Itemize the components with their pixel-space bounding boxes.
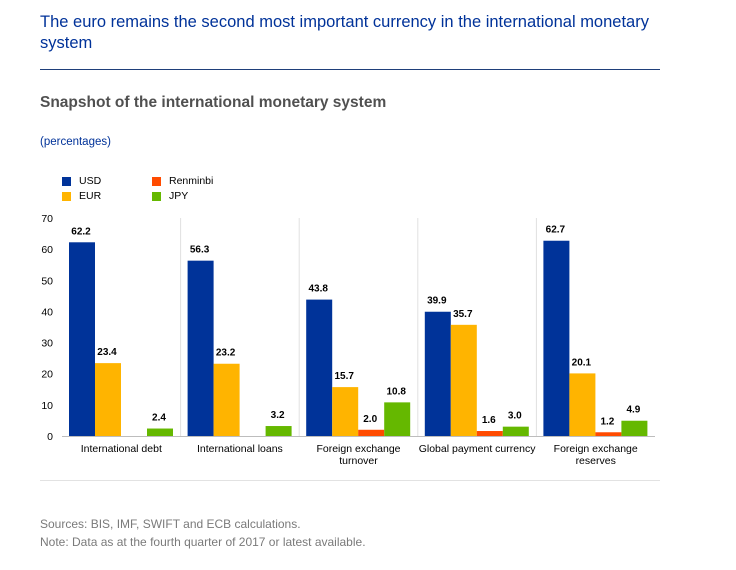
bar-value-label: 1.2 bbox=[600, 416, 614, 427]
x-tick-label: Global payment currency bbox=[419, 443, 536, 455]
data-note: Note: Data as at the fourth quarter of 2… bbox=[40, 535, 366, 549]
bar-value-label: 35.7 bbox=[453, 309, 473, 320]
x-tick-label: International loans bbox=[197, 443, 283, 455]
y-tick-label: 70 bbox=[41, 213, 53, 225]
bar-eur bbox=[569, 373, 596, 436]
bar-usd bbox=[306, 299, 333, 436]
x-tick-label: Foreign exchange bbox=[554, 443, 638, 455]
y-tick-label: 30 bbox=[41, 338, 53, 350]
bar-renminbi bbox=[358, 429, 385, 436]
bar-value-label: 10.8 bbox=[386, 386, 406, 397]
legend-label-jpy: JPY bbox=[169, 190, 189, 202]
bar-jpy bbox=[265, 426, 292, 436]
x-tick-label: turnover bbox=[339, 455, 378, 467]
bar-jpy bbox=[502, 426, 529, 436]
bar-jpy bbox=[384, 402, 411, 436]
legend-item-jpy: JPY bbox=[152, 190, 188, 202]
chart-title: Snapshot of the international monetary s… bbox=[40, 94, 387, 111]
bar-jpy bbox=[621, 420, 648, 436]
bar-value-label: 4.9 bbox=[626, 405, 640, 416]
bar-eur bbox=[450, 324, 477, 436]
source-note: Sources: BIS, IMF, SWIFT and ECB calcula… bbox=[40, 517, 301, 531]
bar-jpy bbox=[147, 428, 173, 436]
bar-value-label: 62.7 bbox=[546, 225, 566, 236]
legend-swatch-jpy bbox=[152, 191, 161, 201]
bar-usd bbox=[187, 260, 214, 436]
bar-renminbi bbox=[595, 432, 622, 436]
bar-eur bbox=[332, 387, 359, 436]
bar-value-label: 3.2 bbox=[271, 410, 285, 421]
bar-value-label: 3.0 bbox=[508, 411, 522, 422]
bar-usd bbox=[543, 240, 570, 436]
chart-legend: USD EUR Renminbi JPY bbox=[62, 175, 282, 209]
bar-usd bbox=[424, 311, 451, 436]
unit-label: (percentages) bbox=[40, 136, 111, 148]
y-tick-label: 40 bbox=[41, 306, 53, 318]
bar-value-label: 2.0 bbox=[363, 414, 377, 425]
x-tick-label: reserves bbox=[576, 455, 616, 467]
bar-value-label: 23.4 bbox=[97, 347, 117, 358]
bar-value-label: 2.4 bbox=[152, 413, 166, 424]
legend-label-usd: USD bbox=[79, 175, 102, 187]
y-tick-label: 20 bbox=[41, 369, 53, 381]
bar-eur bbox=[95, 363, 121, 436]
legend-swatch-eur bbox=[62, 191, 71, 201]
legend-item-eur: EUR bbox=[62, 190, 101, 202]
bar-value-label: 23.2 bbox=[216, 348, 236, 359]
bar-value-label: 20.1 bbox=[572, 357, 592, 368]
legend-label-renminbi: Renminbi bbox=[169, 175, 214, 187]
y-tick-label: 0 bbox=[47, 431, 53, 443]
bar-value-label: 43.8 bbox=[308, 284, 328, 295]
legend-label-eur: EUR bbox=[79, 190, 102, 202]
legend-item-renminbi: Renminbi bbox=[152, 175, 213, 187]
bar-renminbi bbox=[476, 431, 503, 436]
header-divider bbox=[40, 69, 660, 70]
footer-divider bbox=[40, 480, 660, 481]
bar-usd bbox=[69, 242, 95, 436]
x-tick-label: International debt bbox=[81, 443, 162, 455]
y-tick-label: 60 bbox=[41, 244, 53, 256]
bar-value-label: 1.6 bbox=[482, 415, 496, 426]
bar-value-label: 15.7 bbox=[334, 371, 354, 382]
legend-swatch-renminbi bbox=[152, 176, 161, 186]
bar-value-label: 39.9 bbox=[427, 296, 447, 307]
page-headline: The euro remains the second most importa… bbox=[40, 13, 649, 52]
y-tick-label: 50 bbox=[41, 275, 53, 287]
bar-value-label: 62.2 bbox=[71, 226, 91, 237]
x-tick-label: Foreign exchange bbox=[316, 443, 400, 455]
legend-item-usd: USD bbox=[62, 175, 101, 187]
y-tick-label: 10 bbox=[41, 400, 53, 412]
bar-value-label: 56.3 bbox=[190, 245, 210, 256]
bar-eur bbox=[213, 363, 240, 436]
legend-swatch-usd bbox=[62, 176, 71, 186]
